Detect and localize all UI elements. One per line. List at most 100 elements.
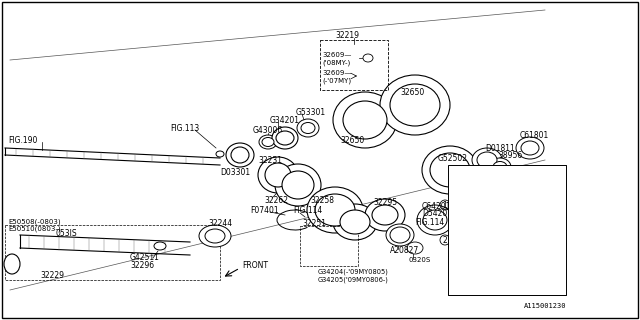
Text: G34205('09MY0806-): G34205('09MY0806-): [318, 277, 389, 283]
Text: D51802: D51802: [520, 188, 550, 196]
Text: D01811: D01811: [485, 143, 515, 153]
Text: A115001230: A115001230: [524, 303, 566, 309]
Text: 32231: 32231: [258, 156, 282, 164]
Text: T=4.000: T=4.000: [520, 260, 550, 266]
Text: G34201: G34201: [270, 116, 300, 124]
Ellipse shape: [489, 158, 511, 176]
Ellipse shape: [390, 227, 410, 243]
Text: D54201: D54201: [422, 209, 452, 218]
Text: T=4.025: T=4.025: [520, 220, 550, 227]
Ellipse shape: [270, 168, 286, 182]
Text: (-'07MY): (-'07MY): [322, 78, 351, 84]
Text: 32609—: 32609—: [322, 70, 351, 76]
Ellipse shape: [340, 210, 370, 234]
Ellipse shape: [472, 148, 502, 172]
Text: D025052: D025052: [468, 181, 498, 188]
Text: FIG.114: FIG.114: [415, 218, 444, 227]
Text: D03301: D03301: [220, 167, 250, 177]
Text: ('08MY-): ('08MY-): [322, 60, 350, 66]
Text: D025057: D025057: [468, 246, 498, 252]
Text: 2: 2: [455, 273, 459, 278]
Ellipse shape: [265, 163, 291, 187]
Ellipse shape: [372, 205, 398, 225]
Ellipse shape: [512, 172, 528, 184]
Ellipse shape: [377, 209, 393, 221]
Text: G53301: G53301: [296, 108, 326, 116]
Text: D025054: D025054: [468, 260, 498, 266]
Ellipse shape: [287, 175, 309, 195]
Text: 32609—: 32609—: [322, 52, 351, 58]
Text: 1: 1: [443, 201, 447, 210]
Ellipse shape: [307, 187, 363, 233]
Ellipse shape: [275, 164, 321, 206]
Ellipse shape: [216, 151, 224, 157]
Text: G52502: G52502: [438, 154, 468, 163]
Ellipse shape: [390, 84, 440, 126]
Text: T=4.150: T=4.150: [520, 273, 550, 278]
Text: T=4.050: T=4.050: [520, 234, 550, 239]
Text: D025055: D025055: [468, 220, 498, 227]
Text: 32219: 32219: [335, 30, 359, 39]
Text: 0320S: 0320S: [408, 257, 430, 263]
Text: 053IS: 053IS: [55, 228, 77, 237]
Ellipse shape: [272, 127, 298, 149]
Ellipse shape: [407, 242, 423, 254]
Ellipse shape: [258, 157, 298, 193]
Ellipse shape: [226, 143, 254, 167]
Ellipse shape: [493, 162, 507, 172]
Ellipse shape: [321, 199, 349, 221]
Bar: [300, 226, 358, 266]
Ellipse shape: [430, 153, 470, 187]
Ellipse shape: [365, 199, 405, 231]
Text: 38956: 38956: [498, 150, 522, 159]
Text: FRONT: FRONT: [242, 260, 268, 269]
Ellipse shape: [386, 224, 414, 246]
Bar: [5, 225, 220, 280]
Text: G42511: G42511: [130, 253, 160, 262]
Ellipse shape: [4, 254, 20, 274]
Text: T=3.925: T=3.925: [520, 169, 550, 174]
Text: 32650: 32650: [400, 87, 424, 97]
Ellipse shape: [477, 152, 497, 168]
Text: 1: 1: [455, 208, 459, 213]
Ellipse shape: [380, 75, 450, 135]
Text: G43006: G43006: [253, 125, 283, 134]
Text: D025059: D025059: [468, 285, 498, 292]
Text: 32295: 32295: [373, 197, 397, 206]
Ellipse shape: [333, 92, 397, 148]
Ellipse shape: [282, 171, 314, 199]
Ellipse shape: [154, 242, 166, 250]
Text: 32296: 32296: [130, 260, 154, 269]
Text: F07401: F07401: [250, 205, 278, 214]
Text: 32229: 32229: [40, 270, 64, 279]
Ellipse shape: [301, 123, 315, 133]
Text: G34204(-'09MY0805): G34204(-'09MY0805): [318, 269, 389, 275]
Text: D025051: D025051: [468, 169, 498, 174]
Text: D025058: D025058: [468, 273, 498, 278]
Text: T=3.975: T=3.975: [520, 195, 550, 201]
Text: 32258: 32258: [310, 196, 334, 204]
Ellipse shape: [345, 214, 365, 230]
Bar: [448, 165, 566, 295]
Ellipse shape: [259, 135, 277, 149]
Text: D025054: D025054: [468, 207, 498, 213]
Text: 32650: 32650: [340, 135, 364, 145]
Text: T=3.850: T=3.850: [520, 285, 550, 292]
Text: E50508(-0803): E50508(-0803): [8, 219, 61, 225]
Ellipse shape: [231, 147, 249, 163]
Text: T=4.000: T=4.000: [520, 207, 550, 213]
Text: 32244: 32244: [208, 219, 232, 228]
Text: FIG.113: FIG.113: [170, 124, 199, 132]
Ellipse shape: [333, 204, 377, 240]
Text: T=3.950: T=3.950: [520, 181, 550, 188]
Text: D025056: D025056: [468, 234, 498, 239]
Text: 32251: 32251: [302, 219, 326, 228]
Ellipse shape: [363, 54, 373, 62]
Ellipse shape: [507, 168, 533, 188]
Ellipse shape: [315, 194, 355, 226]
Text: A20827: A20827: [390, 245, 419, 254]
Ellipse shape: [521, 141, 539, 155]
Text: FIG.190: FIG.190: [8, 135, 37, 145]
Ellipse shape: [422, 146, 478, 194]
Text: D025053: D025053: [468, 195, 498, 201]
